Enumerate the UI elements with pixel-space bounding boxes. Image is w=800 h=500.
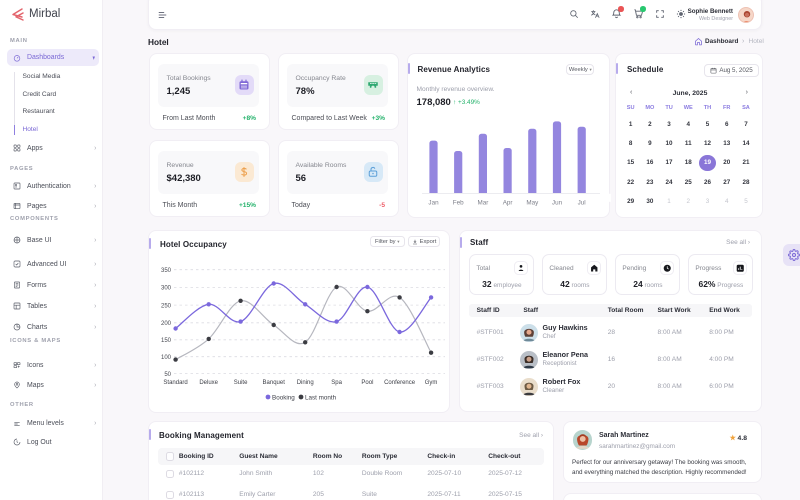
svg-text:Dining: Dining: [297, 380, 314, 386]
svg-text:Feb: Feb: [453, 200, 464, 207]
svg-text:Jun: Jun: [552, 200, 563, 207]
svg-text:Jul: Jul: [578, 200, 586, 207]
svg-text:Spa: Spa: [331, 380, 342, 386]
svg-text:Standard: Standard: [163, 380, 187, 386]
svg-text:150: 150: [161, 338, 172, 344]
svg-text:May: May: [526, 200, 539, 207]
svg-text:Deluxe: Deluxe: [199, 380, 218, 386]
svg-text:350: 350: [161, 268, 172, 274]
svg-text:Last month: Last month: [305, 395, 337, 402]
svg-text:Banquet: Banquet: [263, 380, 286, 386]
svg-text:50: 50: [164, 372, 171, 378]
svg-text:200: 200: [161, 321, 172, 327]
svg-text:Booking: Booking: [272, 395, 295, 402]
svg-text:Jan: Jan: [428, 200, 439, 207]
svg-text:Suite: Suite: [234, 380, 248, 386]
svg-text:Mar: Mar: [477, 200, 488, 207]
svg-text:Conference: Conference: [384, 380, 416, 386]
svg-text:300: 300: [161, 286, 172, 292]
svg-text:Gym: Gym: [425, 380, 438, 386]
svg-text:Apr: Apr: [503, 200, 513, 207]
svg-text:100: 100: [161, 355, 172, 361]
svg-text:250: 250: [161, 303, 172, 309]
svg-text:Pool: Pool: [361, 380, 373, 386]
